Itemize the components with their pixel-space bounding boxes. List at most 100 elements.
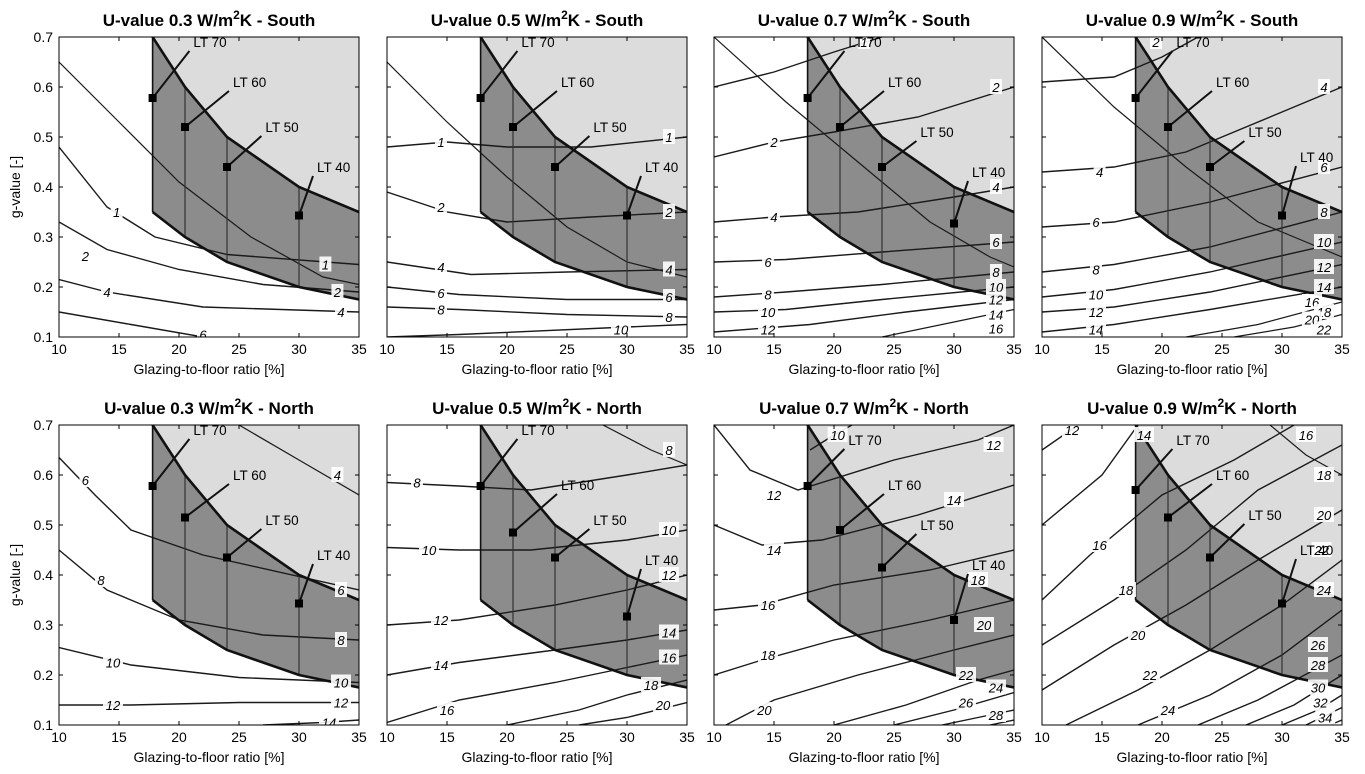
contour-label: 1 xyxy=(322,258,329,273)
lt-leader-line xyxy=(953,180,969,224)
contour-line xyxy=(833,669,1014,725)
title-suffix: K - South xyxy=(895,11,971,30)
chart-title: U-value 0.3 W/m2K - North xyxy=(104,396,314,418)
contour-label: 10 xyxy=(422,543,437,558)
lt-leader-line xyxy=(512,493,558,534)
contour-line xyxy=(714,286,1014,313)
contour-label-bg xyxy=(1308,637,1328,652)
lt-leader-line xyxy=(881,533,918,569)
contour-label-bg xyxy=(956,694,976,710)
contour-label: 14 xyxy=(989,308,1003,323)
x-axis-label: Glazing-to-floor ratio [%] xyxy=(789,361,940,377)
contour-label-bg xyxy=(768,134,780,149)
x-tick-label: 20 xyxy=(1154,341,1170,357)
lower-boundary-line xyxy=(1134,210,1342,301)
contour-label: 6 xyxy=(665,290,673,305)
contour-label-bg xyxy=(956,667,976,682)
contour-label-bg xyxy=(1134,427,1154,442)
chart-title: U-value 0.5 W/m2K - North xyxy=(432,396,642,418)
lt-marker xyxy=(476,94,485,102)
contour-label: 14 xyxy=(434,658,448,673)
lt-leader-line xyxy=(1281,558,1297,604)
contour-label: 12 xyxy=(1089,305,1104,320)
contour-label-bg xyxy=(1318,79,1330,94)
x-tick-label: 10 xyxy=(51,729,67,745)
contour-label: 6 xyxy=(337,583,345,598)
contour-label-bg xyxy=(758,321,778,337)
contour-label-bg xyxy=(1315,709,1336,725)
contour-label-bg xyxy=(764,542,784,557)
lt-leader-line xyxy=(1167,483,1213,519)
lt-marker xyxy=(509,123,517,131)
contour-label: 14 xyxy=(1089,323,1103,338)
lt-label: LT 40 xyxy=(317,548,350,563)
contour-label-bg xyxy=(1318,204,1330,219)
lt-label: LT 50 xyxy=(920,518,953,533)
contour-label: 1 xyxy=(113,205,120,220)
contour-line xyxy=(989,719,1014,725)
contour-label: 10 xyxy=(614,323,629,338)
lt-label: LT 50 xyxy=(593,120,626,135)
x-tick-label: 15 xyxy=(439,341,455,357)
lt-marker xyxy=(950,616,958,624)
x-axis-label: Glazing-to-floor ratio [%] xyxy=(462,749,613,765)
contour-label-bg xyxy=(1128,627,1148,642)
x-tick-label: 20 xyxy=(826,341,842,357)
contour-label-bg xyxy=(1308,657,1328,672)
contour-label-bg xyxy=(1314,582,1334,597)
contour-label: 4 xyxy=(103,285,110,300)
contour-label-bg xyxy=(1314,507,1334,522)
lt-label: LT 60 xyxy=(561,478,594,493)
contour-label-bg xyxy=(768,209,780,224)
contour-line xyxy=(59,701,359,706)
x-tick-label: 25 xyxy=(886,341,902,357)
contour-label-bg xyxy=(659,567,679,582)
contour-label: 14 xyxy=(322,716,336,731)
title-suffix: K - South xyxy=(568,11,644,30)
lt-label: LT 40 xyxy=(1300,150,1333,165)
x-tick-label: 30 xyxy=(291,341,307,357)
contour-label-bg xyxy=(758,597,778,612)
infeasible-region xyxy=(1135,37,1342,212)
contour-label: 1 xyxy=(860,35,867,50)
plot-lines: 10 12 14 16 18 20 22 24 26 28 12 14 18 20 xyxy=(714,425,1014,725)
contour-label: 4 xyxy=(334,468,341,483)
lt-leader-line xyxy=(298,563,314,604)
x-tick-label: 10 xyxy=(1034,729,1050,745)
contour-label: 8 xyxy=(1092,263,1100,278)
x-tick-label: 35 xyxy=(679,729,695,745)
contour-line xyxy=(59,311,204,337)
contour-label: 14 xyxy=(662,626,676,641)
x-tick-label: 15 xyxy=(1094,729,1110,745)
lt-marker xyxy=(181,123,189,131)
contour-label: 22 xyxy=(1313,543,1329,558)
lt-marker xyxy=(803,94,812,102)
contour-label-bg xyxy=(758,304,778,319)
lt-label: LT 60 xyxy=(233,468,266,483)
title-suffix: K - South xyxy=(1223,11,1299,30)
infeasible-region xyxy=(480,37,687,212)
contour-label: 18 xyxy=(761,648,776,663)
contour-label-bg xyxy=(1089,537,1110,552)
lt-label: LT 50 xyxy=(920,125,953,140)
contour-label: 26 xyxy=(958,696,974,711)
lt-marker xyxy=(623,211,631,220)
x-tick-label: 10 xyxy=(51,341,67,357)
x-tick-label: 25 xyxy=(231,729,247,745)
contour-label-bg xyxy=(1150,37,1162,49)
contour-label-bg xyxy=(101,284,113,299)
x-axis-label: Glazing-to-floor ratio [%] xyxy=(134,361,285,377)
contour-label: 8 xyxy=(992,265,1000,280)
title-prefix: U-value 0.7 W/m xyxy=(759,399,889,418)
x-axis-label: Glazing-to-floor ratio [%] xyxy=(789,749,940,765)
contour-line xyxy=(714,599,1014,676)
contour-label-bg xyxy=(663,261,675,277)
contour-line xyxy=(714,186,1014,223)
x-tick-label: 10 xyxy=(706,729,722,745)
lower-boundary-line xyxy=(1134,598,1342,689)
x-tick-label: 35 xyxy=(1006,729,1022,745)
lt-leader-line xyxy=(479,50,519,99)
